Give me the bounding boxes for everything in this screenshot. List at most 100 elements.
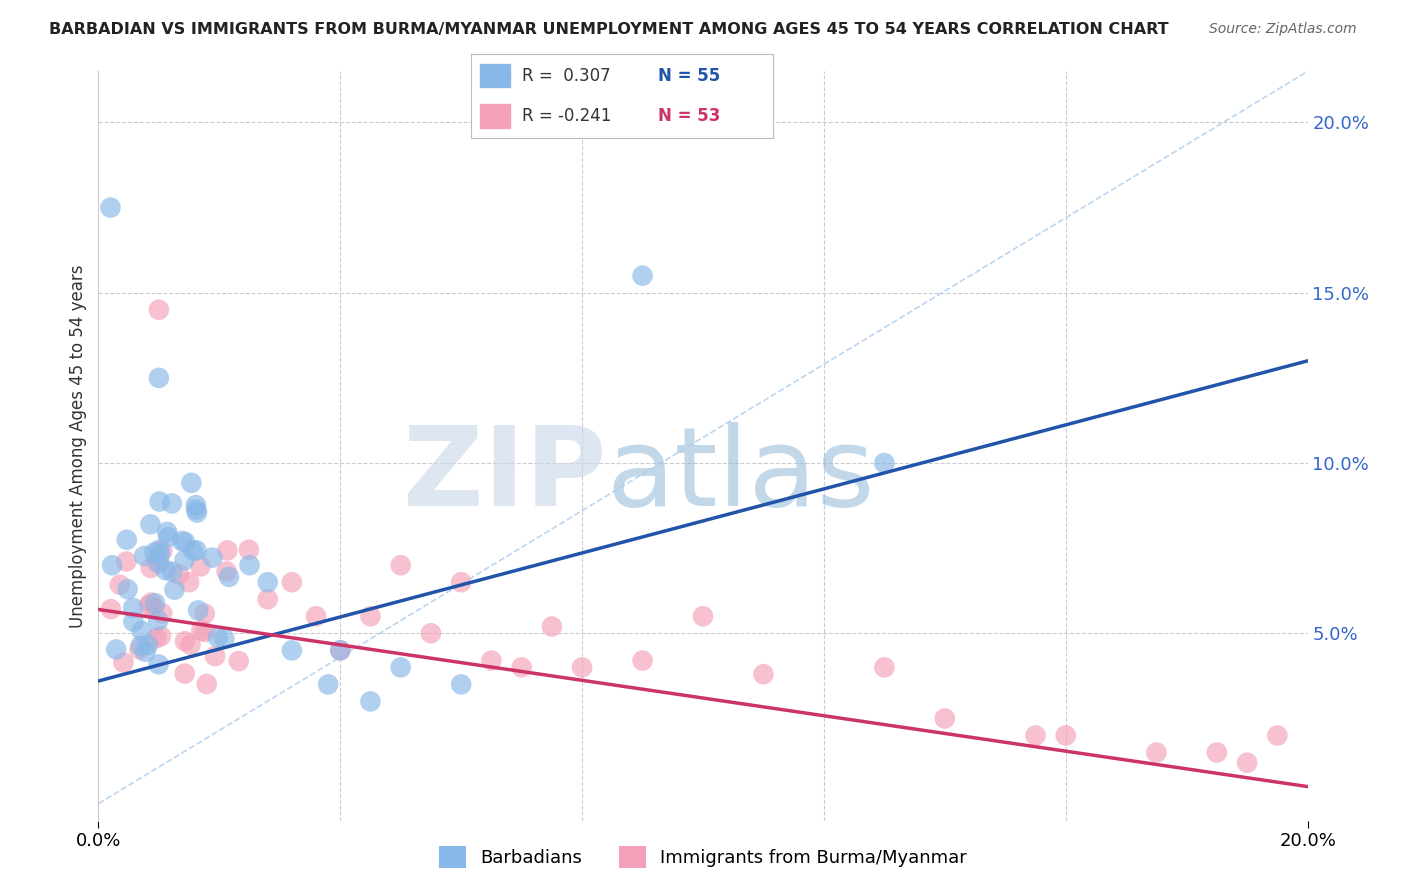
Point <box>631 268 654 283</box>
Point <box>873 456 896 470</box>
Point <box>195 677 218 691</box>
Point <box>752 667 775 681</box>
Point <box>360 694 382 708</box>
Point <box>167 567 190 582</box>
Point <box>156 524 179 539</box>
Point <box>420 626 443 640</box>
Point <box>256 592 278 607</box>
Point <box>631 654 654 668</box>
Point <box>194 607 217 621</box>
Point <box>239 558 262 573</box>
Point <box>150 607 173 621</box>
Point <box>129 639 152 653</box>
Point <box>141 596 163 610</box>
Point <box>180 638 202 652</box>
Bar <box>479 104 510 128</box>
Point <box>145 554 167 568</box>
Point <box>149 548 172 562</box>
Text: R =  0.307: R = 0.307 <box>523 67 612 85</box>
Point <box>100 602 122 616</box>
Point <box>450 575 472 590</box>
Point <box>170 533 193 548</box>
Point <box>217 543 239 558</box>
Text: ZIP: ZIP <box>404 423 606 530</box>
Point <box>150 543 173 558</box>
Point <box>481 654 503 668</box>
Text: N = 53: N = 53 <box>658 107 721 125</box>
Point <box>207 631 229 645</box>
Point <box>155 563 177 577</box>
Point <box>181 543 204 558</box>
Point <box>157 530 180 544</box>
Point <box>190 624 212 638</box>
Point <box>389 558 412 573</box>
Text: Source: ZipAtlas.com: Source: ZipAtlas.com <box>1209 22 1357 37</box>
Point <box>122 615 145 629</box>
Point <box>186 506 208 520</box>
Point <box>204 649 226 664</box>
Point <box>194 624 217 639</box>
Point <box>186 502 208 516</box>
Point <box>1206 746 1229 760</box>
Point <box>215 565 238 579</box>
Point <box>174 535 197 549</box>
Point <box>117 582 139 597</box>
Point <box>540 619 562 633</box>
Point <box>174 634 197 648</box>
Point <box>316 677 339 691</box>
Point <box>173 553 195 567</box>
Point <box>108 578 131 592</box>
Point <box>148 614 170 628</box>
Point <box>148 494 170 508</box>
Point <box>148 542 170 557</box>
Point <box>138 599 160 613</box>
Point <box>184 498 207 512</box>
Point <box>201 550 224 565</box>
Point <box>143 600 166 615</box>
Point <box>1267 729 1289 743</box>
Point <box>187 603 209 617</box>
Point <box>173 666 195 681</box>
Point <box>238 542 260 557</box>
Point <box>1236 756 1258 770</box>
Point <box>281 575 304 590</box>
Point <box>305 609 328 624</box>
Point <box>256 575 278 590</box>
Point <box>148 371 170 385</box>
Point <box>112 656 135 670</box>
Point <box>115 533 138 547</box>
Point <box>148 556 170 570</box>
Text: N = 55: N = 55 <box>658 67 721 85</box>
Point <box>132 549 155 563</box>
Point <box>143 545 166 559</box>
Point <box>105 642 128 657</box>
Text: atlas: atlas <box>606 423 875 530</box>
Point <box>131 624 153 638</box>
Point <box>160 565 183 579</box>
Point <box>160 496 183 510</box>
Point <box>128 642 150 657</box>
Point <box>143 596 166 610</box>
Point <box>329 643 352 657</box>
Point <box>190 559 212 574</box>
Point <box>180 475 202 490</box>
Point <box>228 654 250 668</box>
Point <box>139 517 162 532</box>
Y-axis label: Unemployment Among Ages 45 to 54 years: Unemployment Among Ages 45 to 54 years <box>69 264 87 628</box>
Point <box>163 582 186 597</box>
Point <box>934 711 956 725</box>
Point <box>389 660 412 674</box>
Point <box>1054 729 1077 743</box>
Point <box>510 660 533 674</box>
Point <box>329 643 352 657</box>
Point <box>214 632 236 646</box>
Point <box>179 575 201 590</box>
Point <box>873 660 896 674</box>
Point <box>136 638 159 652</box>
Point <box>450 677 472 691</box>
Point <box>148 302 170 317</box>
Point <box>100 201 122 215</box>
Point <box>360 609 382 624</box>
Point <box>692 609 714 624</box>
Point <box>1024 729 1046 743</box>
